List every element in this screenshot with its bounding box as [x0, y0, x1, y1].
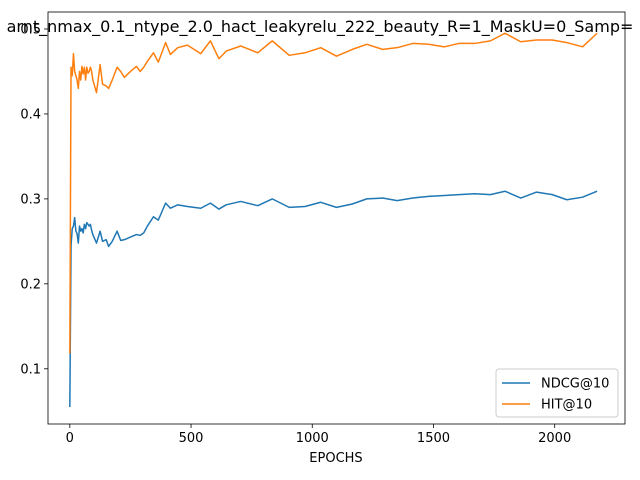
- legend-label-ndcg: NDCG@10: [541, 377, 609, 392]
- plot-frame: [47, 11, 626, 425]
- x-tick-label: 500: [179, 431, 204, 446]
- x-axis-title: EPOCHS: [309, 451, 362, 466]
- x-tick-label: 2000: [538, 431, 571, 446]
- y-tick-label: 0.4: [20, 107, 41, 122]
- legend: NDCG@10 HIT@10: [495, 368, 619, 418]
- series-line-hit: [69, 32, 598, 354]
- y-tick-label: 0.5: [20, 22, 41, 37]
- y-axis: 0.1 0.2 0.3 0.4 0.5: [20, 22, 48, 377]
- legend-label-hit: HIT@10: [541, 398, 592, 413]
- x-tick-label: 0: [66, 431, 74, 446]
- series-line-ndcg: [69, 190, 598, 408]
- x-axis: 0 500 1000 1500 2000: [66, 424, 571, 446]
- legend-box: [495, 368, 619, 418]
- x-tick-label: 1500: [417, 431, 450, 446]
- y-tick-label: 0.2: [20, 277, 41, 292]
- y-tick-label: 0.3: [20, 192, 41, 207]
- chart-title: arnt_nmax_0.1_ntype_2.0_hact_leakyrelu_2…: [7, 17, 634, 37]
- plot-area: [69, 32, 598, 408]
- y-tick-label: 0.1: [20, 362, 41, 377]
- x-tick-label: 1000: [296, 431, 329, 446]
